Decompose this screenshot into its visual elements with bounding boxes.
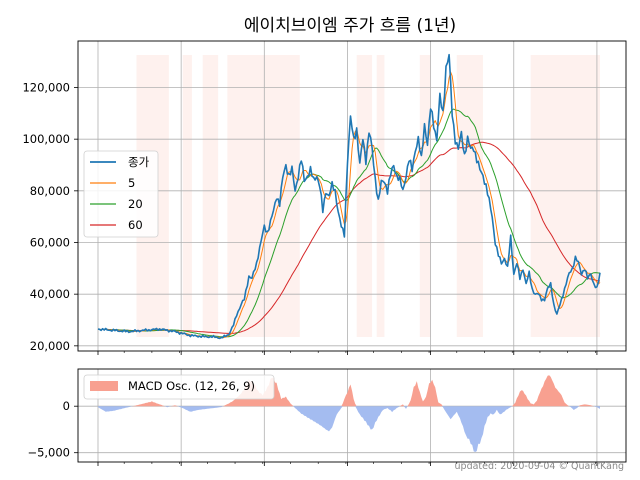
price-axes-frame	[77, 40, 627, 352]
legend-label-20: 20	[128, 197, 143, 211]
chart-title: 에이치브이엠 주가 흐름 (1년)	[244, 16, 456, 36]
legend-frame	[83, 150, 159, 238]
macd-panel: −5,000 0 MACD Osc. (12, 26, 9)	[27, 368, 627, 466]
price-lines	[97, 53, 601, 340]
shaded-period-1	[182, 55, 192, 337]
macd-y-tick-label-0: −5,000	[27, 446, 70, 460]
macd-legend-swatch	[90, 381, 118, 391]
price-y-tick-label-4: 100,000	[22, 132, 70, 146]
price-y-tick-label-5: 120,000	[22, 81, 70, 95]
legend-label-5: 5	[128, 176, 135, 190]
shaded-period-7	[456, 55, 483, 337]
price-y-axis: 20,000 40,000 60,000 80,000 100,000 120,000	[22, 81, 78, 353]
shaded-period-4	[356, 55, 373, 337]
shaded-period-8	[530, 55, 600, 337]
macd-negative-area	[98, 406, 600, 452]
shaded-period-6	[419, 55, 431, 337]
macd-x-axis	[97, 462, 598, 466]
price-x-axis	[97, 351, 598, 355]
macd-positive-area	[98, 375, 600, 407]
legend-label-60: 60	[128, 218, 143, 232]
shaded-period-5	[376, 55, 385, 337]
macd-legend-frame	[83, 374, 275, 400]
price-y-tick-label-0: 20,000	[30, 339, 70, 353]
macd-axes-frame	[77, 368, 627, 463]
macd-y-tick-label-1: 0	[63, 399, 70, 413]
shaded-period-3	[227, 55, 300, 337]
macd-area	[98, 375, 600, 452]
price-grid	[78, 41, 626, 351]
shaded-periods	[136, 55, 600, 337]
macd-y-axis: −5,000 0	[27, 399, 78, 460]
shaded-period-2	[202, 55, 219, 337]
series-line-종가	[97, 53, 601, 340]
price-y-tick-label-1: 40,000	[30, 287, 70, 301]
macd-legend: MACD Osc. (12, 26, 9)	[83, 374, 275, 400]
series-line-5	[97, 71, 601, 339]
series-line-60	[97, 141, 601, 334]
price-panel: 20,000 40,000 60,000 80,000 100,000 120,000 종…	[22, 40, 627, 355]
footer-text: updated: 2020-09-04 © QuantKang	[455, 461, 624, 472]
legend-label-종가: 종가	[128, 155, 150, 169]
price-legend: 종가 5 20 60	[83, 150, 159, 238]
price-y-tick-label-2: 60,000	[30, 236, 70, 250]
macd-legend-label: MACD Osc. (12, 26, 9)	[128, 379, 255, 393]
price-y-tick-label-3: 80,000	[30, 184, 70, 198]
